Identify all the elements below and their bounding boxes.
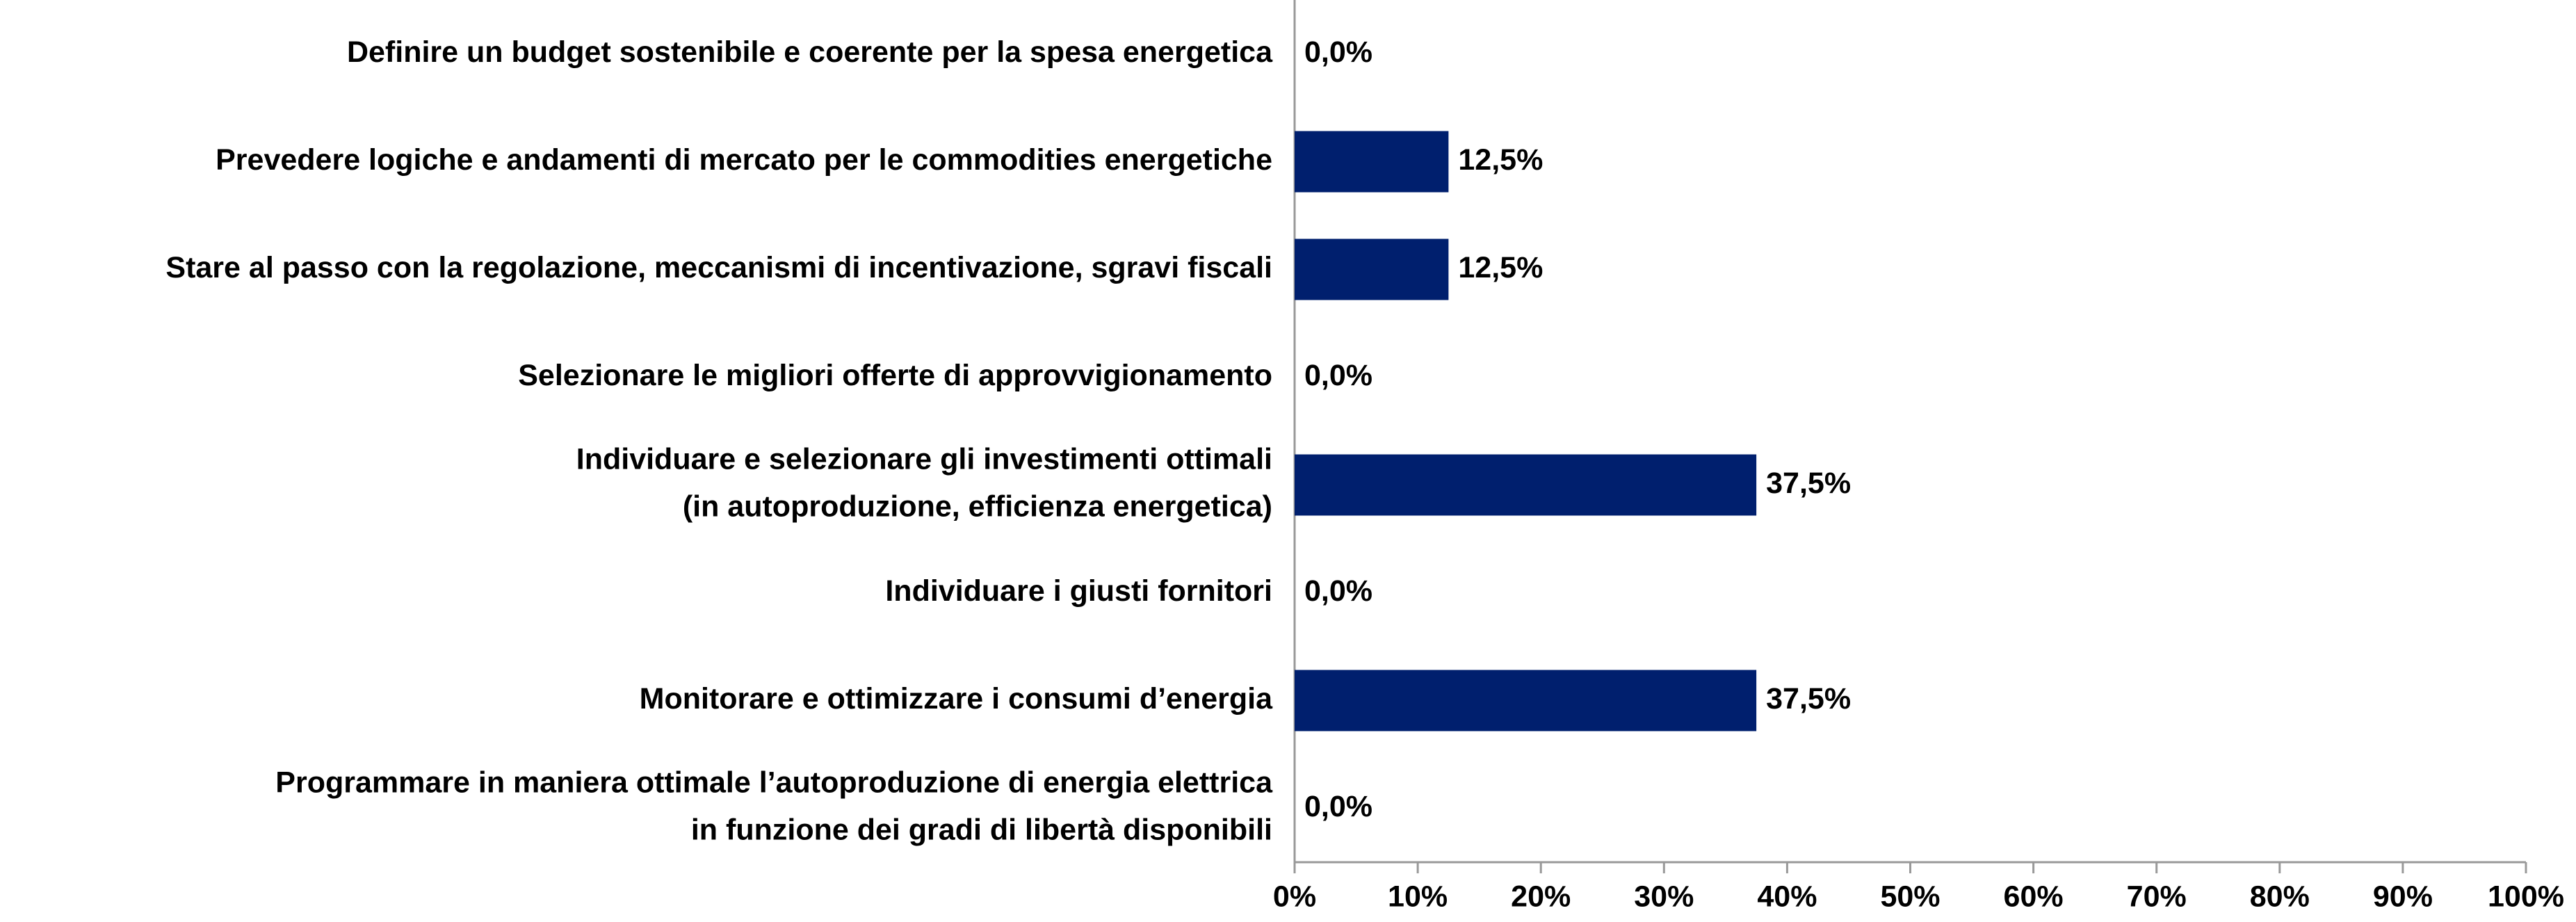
x-tick-label: 60% [2004,880,2064,913]
category-label-line: (in autoproduzione, efficienza energetic… [683,490,1272,524]
x-tick-label: 30% [1634,880,1694,913]
bar [1295,238,1449,300]
x-tick-label: 80% [2250,880,2310,913]
bar [1295,131,1449,193]
x-tick-label: 40% [1757,880,1817,913]
category-label: Prevedere logiche e andamenti di mercato… [216,143,1272,177]
category-label-line: in funzione dei gradi di libertà disponi… [691,814,1272,847]
category-label: Stare al passo con la regolazione, mecca… [165,251,1272,284]
x-tick-label: 70% [2127,880,2187,913]
value-label: 0,0% [1304,35,1372,69]
category-label: Selezionare le migliori offerte di appro… [518,359,1272,392]
value-label: 0,0% [1304,574,1372,608]
category-label: Individuare i giusti fornitori [885,574,1272,608]
value-label: 37,5% [1766,467,1851,500]
value-label: 12,5% [1458,143,1543,177]
x-tick-label: 50% [1880,880,1940,913]
x-tick-label: 90% [2373,880,2433,913]
category-label-line: Individuare e selezionare gli investimen… [576,443,1272,476]
category-label: Individuare e selezionare gli investimen… [576,443,1272,524]
x-tick-label: 100% [2488,880,2564,913]
value-label: 0,0% [1304,359,1372,392]
bar [1295,454,1757,516]
x-tick-label: 20% [1511,880,1571,913]
category-label: Monitorare e ottimizzare i consumi d’ene… [640,682,1273,715]
value-label: 12,5% [1458,251,1543,284]
category-label: Definire un budget sostenibile e coerent… [347,35,1273,69]
x-tick-label: 0% [1273,880,1316,913]
category-label: Programmare in maniera ottimale l’autopr… [275,766,1273,847]
bar [1295,670,1757,731]
x-tick-label: 10% [1388,880,1448,913]
value-label: 37,5% [1766,682,1851,715]
category-label-line: Programmare in maniera ottimale l’autopr… [275,766,1273,800]
value-label: 0,0% [1304,790,1372,823]
